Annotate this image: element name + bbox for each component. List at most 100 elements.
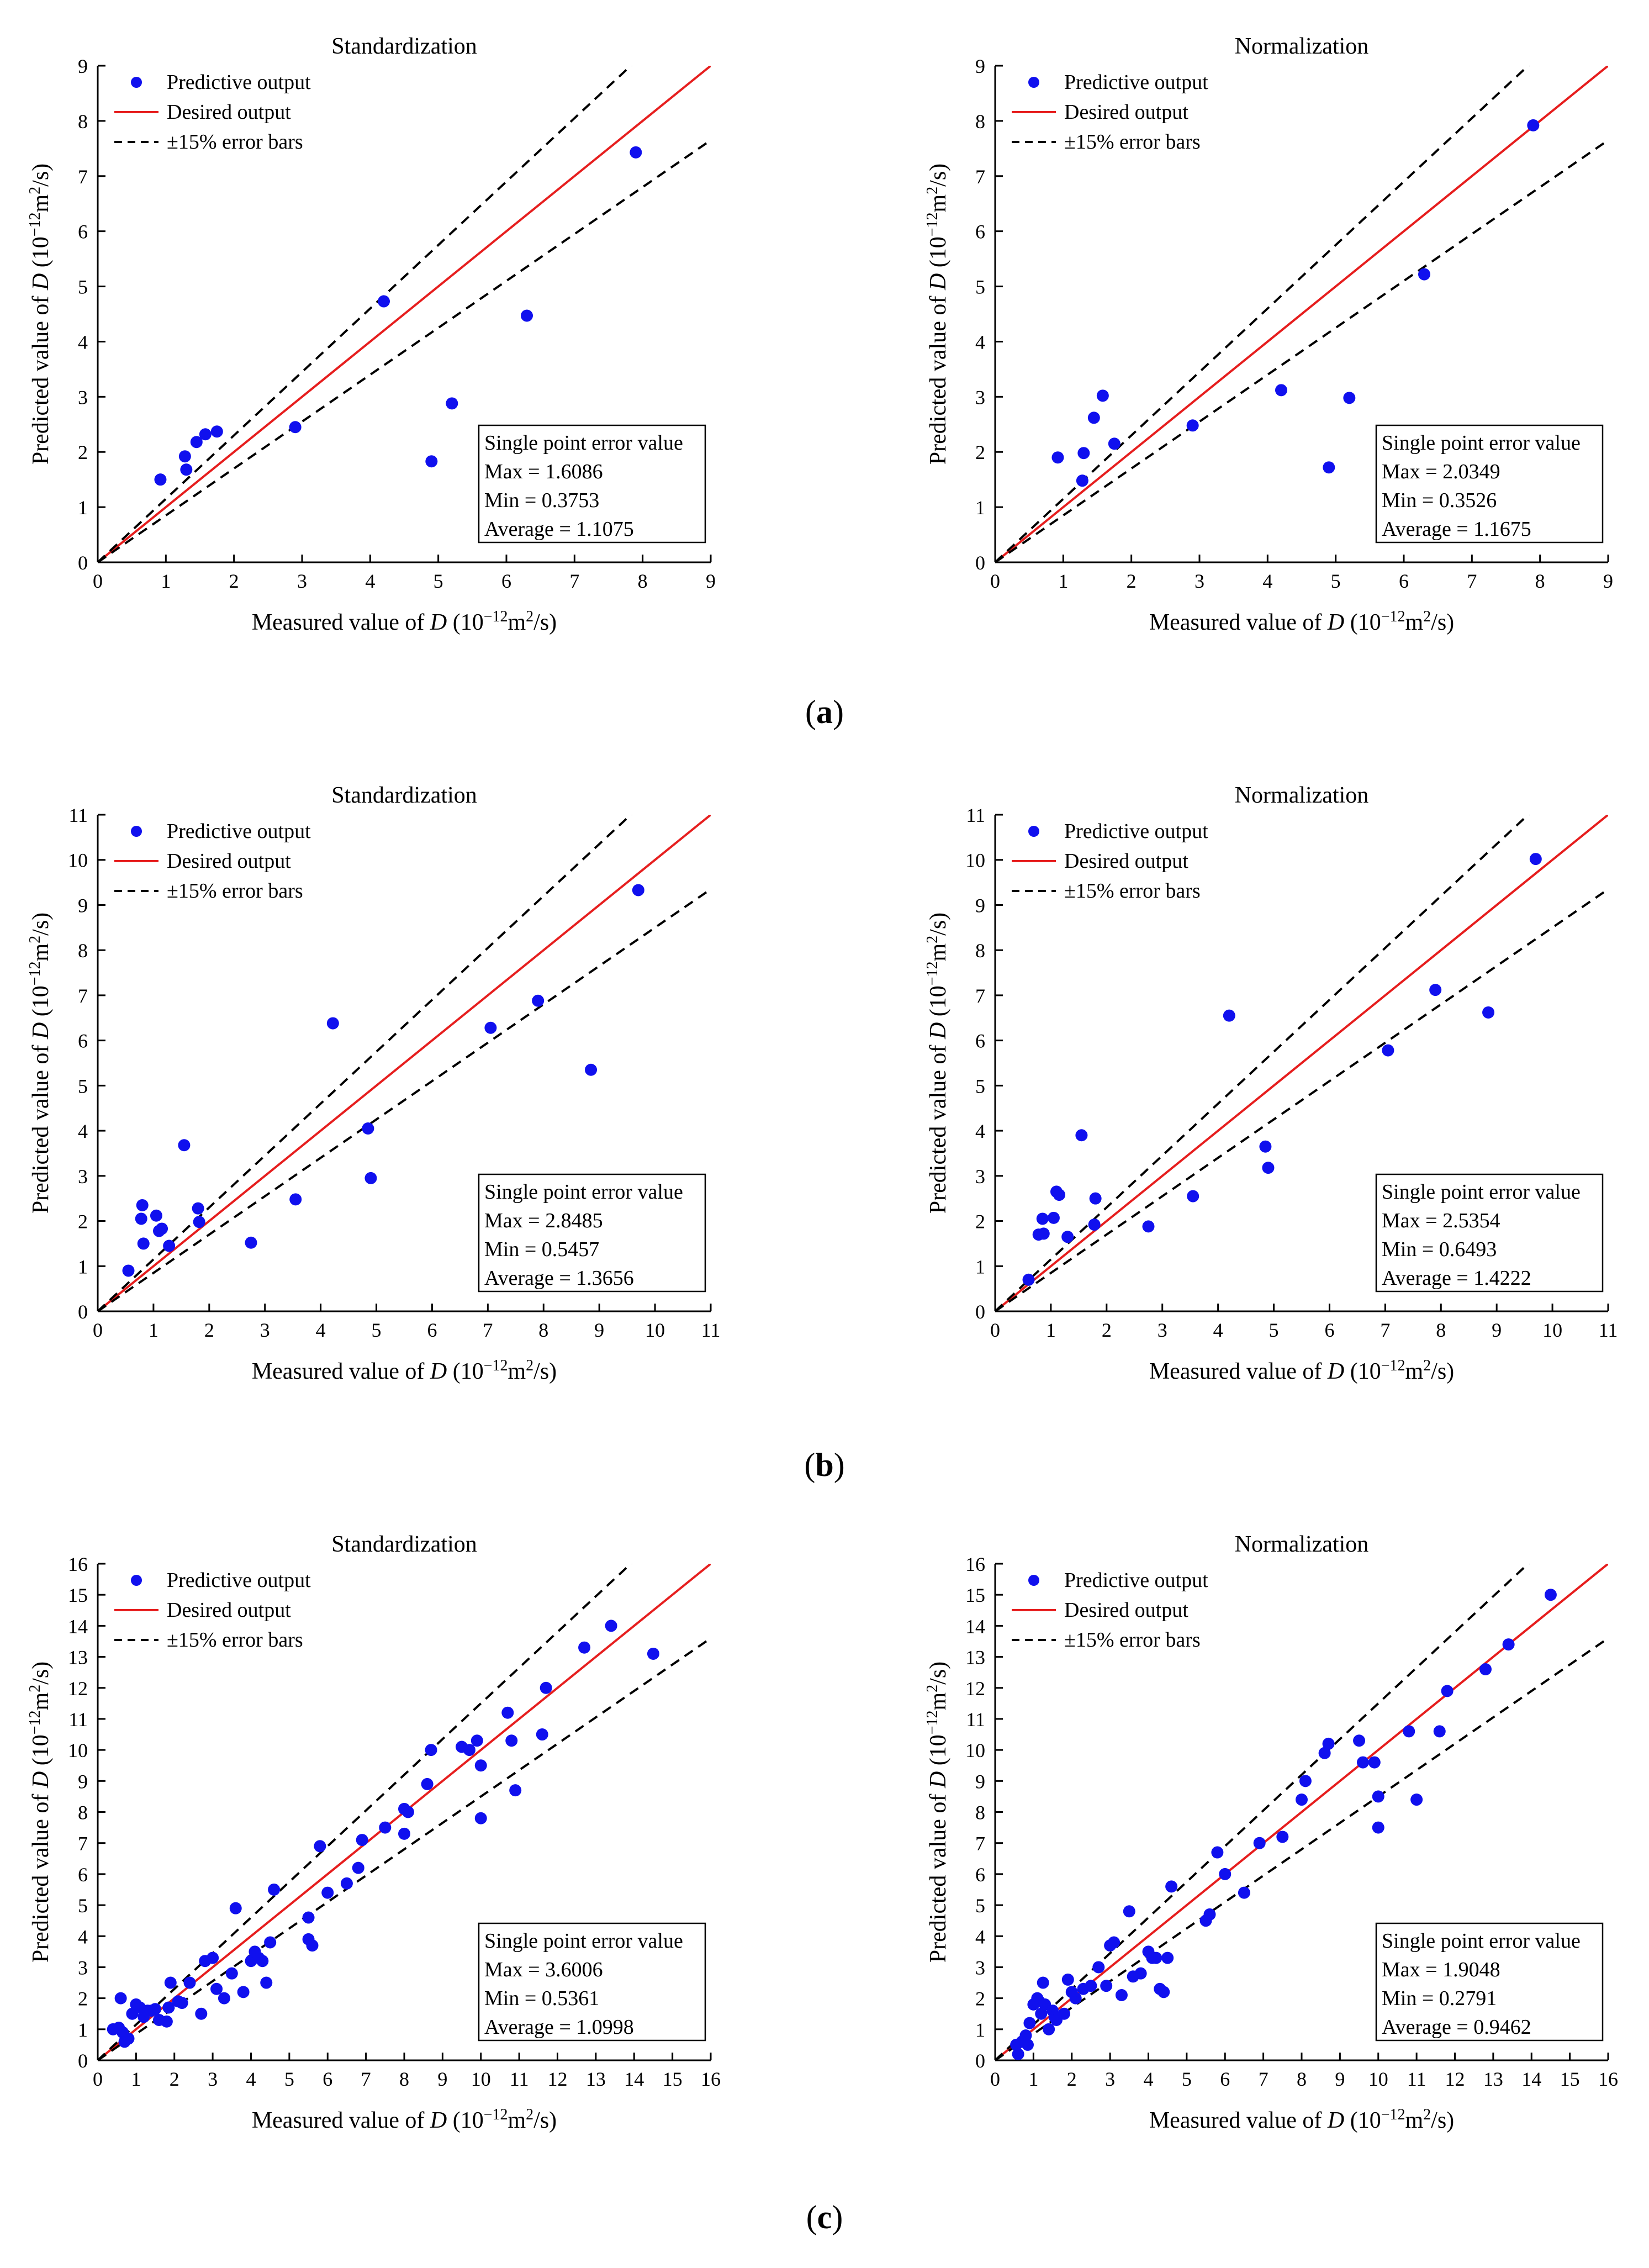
x-tick-label: 15 [1560, 2068, 1580, 2090]
data-point [484, 1021, 497, 1034]
x-tick-label: 16 [1598, 2068, 1618, 2090]
x-tick-label: 4 [1144, 2068, 1154, 2090]
y-tick-label: 1 [975, 497, 985, 519]
y-tick-label: 11 [68, 1708, 88, 1731]
x-tick-label: 8 [1535, 570, 1545, 592]
data-point [605, 1620, 617, 1632]
data-point [1088, 1219, 1101, 1231]
data-point [1085, 1980, 1097, 1992]
data-point [1075, 1129, 1088, 1142]
data-point [1022, 1273, 1035, 1286]
x-tick-label: 7 [569, 570, 579, 592]
x-tick-label: 15 [663, 2068, 683, 2090]
y-tick-label: 3 [975, 1165, 985, 1188]
legend: Predictive output Desired output ±15% erro… [114, 1569, 311, 1652]
x-tick-label: 4 [246, 2068, 256, 2090]
data-point [1343, 392, 1356, 404]
error-stats-title: Single point error value [484, 1180, 683, 1204]
y-axis-label: Predicted value of D (10−12m2/s) [924, 913, 952, 1214]
x-tick-label: 7 [483, 1319, 493, 1341]
x-tick-label: 9 [706, 570, 716, 592]
legend-predictive-label: Predictive output [167, 1569, 311, 1592]
data-point [401, 1806, 414, 1818]
y-tick-label: 0 [975, 552, 985, 574]
data-point [122, 1264, 135, 1277]
x-axis-label: Measured value of D (10−12m2/s) [252, 608, 557, 636]
legend-predictive-label: Predictive output [1064, 1569, 1208, 1592]
data-point [1368, 1756, 1381, 1769]
data-point [421, 1778, 434, 1790]
x-tick-label: 7 [361, 2068, 371, 2090]
x-tick-label: 3 [297, 570, 307, 592]
chart-title: Normalization [1235, 34, 1369, 59]
error-stats-average: Average = 1.0998 [484, 2016, 634, 2039]
error-stats-title: Single point error value [484, 431, 683, 455]
data-point [501, 1706, 514, 1719]
error-stats-box: Single point error value Max = 1.6086 Min … [478, 424, 706, 544]
data-point [207, 1951, 219, 1964]
y-tick-label: 4 [975, 1120, 985, 1142]
y-tick-label: 11 [966, 804, 985, 826]
chart-title: Standardization [331, 34, 477, 59]
y-tick-label: 1 [78, 1256, 88, 1278]
legend-marker-predictive [1028, 826, 1039, 837]
data-point [225, 1967, 238, 1980]
y-tick-label: 15 [68, 1584, 88, 1606]
data-point [1276, 1831, 1289, 1843]
data-point [540, 1681, 552, 1694]
data-point [1100, 1980, 1113, 1992]
data-point [378, 295, 390, 308]
y-tick-label: 10 [68, 850, 88, 872]
x-tick-label: 11 [701, 1319, 721, 1341]
x-tick-label: 14 [624, 2068, 644, 2090]
data-point [1323, 461, 1335, 474]
data-point [260, 1976, 273, 1989]
x-tick-label: 8 [1297, 2068, 1307, 2090]
error-stats-title: Single point error value [1382, 431, 1581, 455]
lower-error-line [98, 139, 711, 562]
x-tick-label: 8 [1436, 1319, 1446, 1341]
data-point [1410, 1794, 1423, 1806]
data-point [474, 1812, 487, 1824]
desired-output-line [98, 66, 711, 562]
data-point [137, 1237, 150, 1250]
data-point [180, 463, 193, 476]
y-tick-label: 11 [68, 804, 88, 826]
y-tick-label: 0 [78, 1301, 88, 1323]
data-point [1479, 1663, 1492, 1676]
legend-predictive-label: Predictive output [167, 820, 311, 843]
data-point [122, 2032, 135, 2045]
data-point [1441, 1685, 1454, 1697]
chart-title: Standardization [331, 783, 477, 808]
data-point [463, 1744, 475, 1757]
x-axis-label: Measured value of D (10−12m2/s) [252, 2106, 557, 2134]
y-tick-label: 8 [78, 940, 88, 962]
x-tick-label: 1 [161, 570, 171, 592]
panel-label-a: (a) [805, 694, 844, 730]
data-point [135, 1212, 147, 1225]
data-point [352, 1861, 364, 1874]
x-tick-label: 2 [1067, 2068, 1077, 2090]
x-tick-label: 4 [1262, 570, 1272, 592]
x-tick-label: 9 [1603, 570, 1613, 592]
data-point [1092, 1961, 1105, 1974]
legend-desired-label: Desired output [1064, 101, 1188, 124]
data-point [136, 1199, 149, 1211]
y-tick-label: 10 [965, 1739, 985, 1761]
data-point [1061, 1973, 1074, 1986]
data-point [585, 1063, 598, 1076]
legend: Predictive output Desired output ±15% erro… [1012, 1569, 1208, 1652]
y-tick-label: 7 [975, 985, 985, 1007]
x-tick-label: 8 [538, 1319, 548, 1341]
y-tick-label: 5 [78, 1895, 88, 1917]
legend: Predictive output Desired output ±15% erro… [114, 820, 311, 903]
data-point [521, 309, 533, 322]
error-stats-box: Single point error value Max = 1.9048 Min … [1375, 1922, 1604, 2042]
x-tick-label: 1 [1058, 570, 1068, 592]
data-point [471, 1734, 483, 1747]
data-point [1108, 437, 1121, 450]
x-tick-label: 11 [1407, 2068, 1426, 2090]
x-tick-label: 6 [1399, 570, 1409, 592]
data-point [505, 1734, 518, 1747]
y-tick-label: 5 [78, 1075, 88, 1097]
